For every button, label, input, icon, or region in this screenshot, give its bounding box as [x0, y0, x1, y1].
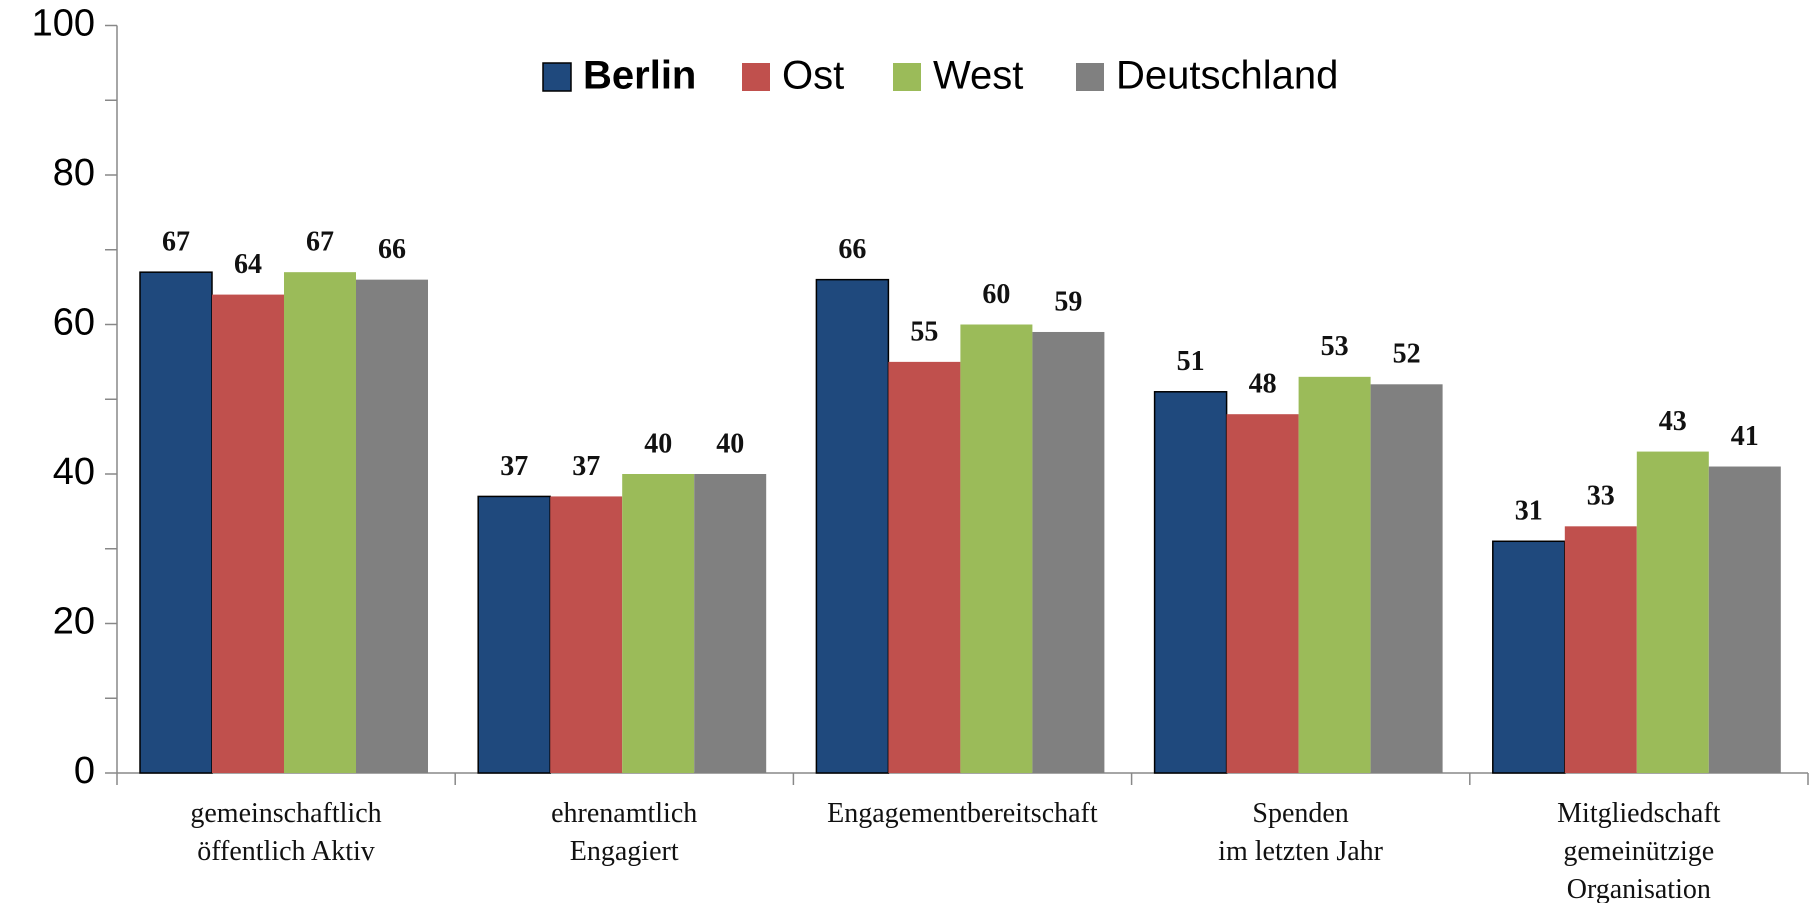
data-label: 52 — [1393, 339, 1421, 370]
x-tick-label: ehrenamtlich Engagiert — [551, 798, 698, 867]
bar — [1153, 391, 1228, 774]
bar — [139, 271, 213, 774]
bar — [1636, 451, 1709, 773]
data-label: 31 — [1515, 496, 1543, 527]
bar — [1226, 414, 1299, 773]
bar — [1564, 526, 1637, 773]
y-tick-label: 100 — [32, 3, 95, 45]
bar — [477, 495, 551, 774]
legend-label: Deutschland — [1116, 54, 1338, 98]
legend-label: West — [933, 54, 1023, 98]
bar — [694, 474, 767, 773]
data-label: 59 — [1054, 286, 1082, 317]
data-label: 64 — [234, 249, 262, 280]
bar — [622, 474, 695, 773]
data-label: 43 — [1659, 406, 1687, 437]
legend-label: Ost — [782, 54, 844, 98]
bar — [1492, 540, 1566, 774]
bar — [1370, 384, 1443, 773]
data-label: 66 — [838, 234, 866, 265]
y-tick-label: 40 — [53, 451, 95, 493]
legend-label: Berlin — [583, 54, 696, 98]
data-label: 66 — [378, 234, 406, 265]
x-tick-label: Spenden im letzten Jahr — [1218, 798, 1383, 867]
y-tick-label: 80 — [53, 152, 95, 194]
bar — [356, 279, 428, 773]
bar — [1298, 376, 1371, 773]
data-label: 33 — [1587, 481, 1615, 512]
data-label: 37 — [572, 451, 600, 482]
bar — [550, 496, 623, 773]
data-label: 67 — [162, 227, 190, 258]
bar — [212, 294, 284, 773]
data-label: 48 — [1249, 369, 1277, 400]
legend-swatch — [893, 63, 921, 91]
legend-swatch — [742, 63, 770, 91]
data-label: 55 — [910, 316, 938, 347]
data-label: 40 — [716, 428, 744, 459]
data-label: 67 — [306, 227, 334, 258]
y-tick-label: 20 — [53, 601, 95, 643]
data-label: 53 — [1321, 331, 1349, 362]
data-label: 51 — [1177, 346, 1205, 377]
data-label: 37 — [500, 451, 528, 482]
bar — [960, 324, 1033, 773]
bar — [1032, 331, 1105, 773]
bar — [284, 272, 356, 773]
y-tick-label: 0 — [74, 750, 95, 792]
bar — [1708, 466, 1781, 773]
data-label: 60 — [982, 279, 1010, 310]
x-tick-label: gemeinschaftlich öffentlich Aktiv — [190, 798, 382, 867]
legend-swatch — [542, 62, 572, 92]
x-tick-label: Mitgliedschaft gemeinützige Organisation — [1557, 798, 1721, 903]
data-label: 40 — [644, 428, 672, 459]
bar — [815, 278, 890, 774]
x-tick-label: Engagementbereitschaft — [827, 798, 1098, 829]
data-label: 41 — [1731, 421, 1759, 452]
legend-swatch — [1076, 63, 1104, 91]
bar — [888, 361, 961, 773]
y-tick-label: 60 — [53, 302, 95, 344]
